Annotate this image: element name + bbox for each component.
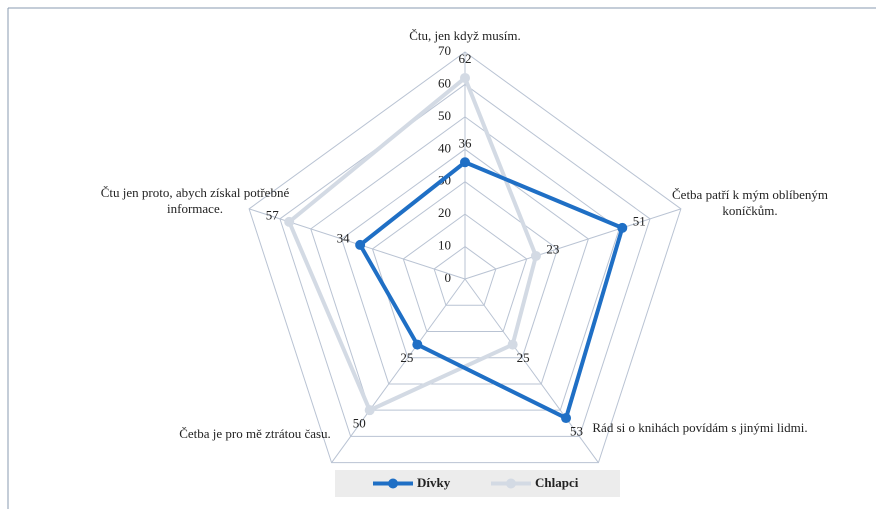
value-label: 25 [400,350,413,365]
value-label: 57 [266,207,280,222]
marker [460,157,470,168]
marker [460,72,470,83]
value-label: 25 [517,350,530,365]
grid-ring [341,148,589,385]
marker [561,413,572,424]
grid-ring [433,245,497,306]
value-label: 51 [633,213,646,228]
legend-label: Chlapci [535,475,579,490]
grid-ring [248,51,682,464]
y-tick-label: 0 [445,270,452,285]
y-tick-label: 70 [438,43,451,58]
category-label: Čtu, jen když musím. [409,28,521,43]
value-label: 36 [459,135,473,150]
legend-marker [388,478,398,489]
grid-ring [310,116,620,411]
category-label: Rád si o knihách povídám s jinými lidmi. [592,420,808,435]
value-label: 53 [570,423,583,438]
series-line [287,75,538,413]
category-label: Četba je pro mě ztrátou času. [179,426,331,441]
y-tick-label: 20 [438,205,451,220]
grid-ring [371,181,559,359]
marker [364,405,375,416]
grid-ring [402,213,528,332]
marker [412,339,423,350]
axis-line [464,208,682,280]
y-tick-label: 40 [438,140,451,155]
value-label: 62 [459,51,472,66]
axis-line [464,278,599,463]
legend-marker [506,478,516,489]
marker [355,239,366,250]
y-tick-label: 50 [438,108,451,123]
axis-line [331,278,466,463]
marker [530,250,541,261]
marker [617,222,628,233]
legend-label: Dívky [417,475,451,490]
grid-ring [279,83,651,437]
category-label: Četba patří k mým oblíbeným koníčkům. [672,187,828,218]
value-label: 34 [337,230,351,245]
value-label: 50 [353,416,366,431]
marker [284,216,295,227]
category-label: Čtu jen proto, abych získal potřebné inf… [100,185,290,216]
value-label: 23 [546,241,559,256]
y-tick-label: 10 [438,238,451,253]
y-tick-label: 60 [438,75,451,90]
marker [507,339,518,350]
series-line [358,160,625,421]
